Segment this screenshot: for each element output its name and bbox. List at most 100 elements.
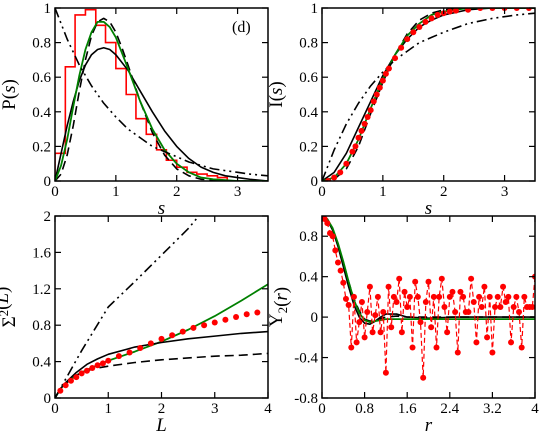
data-point [374, 293, 381, 300]
y-axis-label: Σ2(L) [0, 287, 20, 328]
data-point [332, 247, 339, 254]
data-point [190, 324, 197, 331]
data-point [331, 174, 338, 181]
x-tick-label: 0.8 [355, 401, 374, 417]
y-tick-label: 0.6 [32, 70, 51, 86]
data-point [398, 44, 405, 51]
plot-area [55, 216, 268, 398]
data-point [385, 65, 392, 72]
data-point [502, 298, 509, 305]
data-point [510, 304, 517, 310]
data-point [78, 370, 85, 377]
data-point [233, 314, 240, 321]
data-point [497, 304, 504, 310]
data-point [382, 369, 389, 376]
data-point [99, 360, 106, 367]
data-point [126, 349, 133, 356]
data-point [348, 344, 355, 351]
data-point [337, 169, 344, 176]
data-point [385, 283, 392, 290]
x-tick-label: 1.6 [398, 401, 417, 417]
data-point [367, 107, 374, 114]
data-point [343, 160, 350, 167]
series-3-line [322, 216, 535, 324]
data-point [83, 367, 90, 374]
data-point [486, 293, 493, 300]
x-tick-label: 0 [51, 184, 59, 200]
data-point [481, 283, 488, 290]
data-point [454, 349, 461, 356]
data-point [420, 374, 427, 381]
data-point [201, 322, 208, 329]
data-point [94, 362, 101, 369]
data-point [404, 36, 411, 43]
data-point [422, 18, 429, 25]
data-point [349, 148, 356, 155]
series-5-markers [57, 309, 261, 394]
data-point [404, 304, 411, 310]
data-point [500, 283, 507, 290]
data-point [337, 267, 344, 274]
y-tick-label: 0 [311, 310, 319, 326]
x-tick-label: 0 [51, 401, 59, 417]
y-tick-label: 0.2 [32, 139, 51, 155]
data-point [390, 293, 397, 300]
data-point [465, 8, 472, 13]
x-tick-label: 3 [234, 184, 242, 200]
data-point [444, 329, 451, 336]
x-tick-label: 1 [105, 401, 113, 417]
data-point [416, 24, 423, 31]
data-point [457, 288, 464, 295]
series-4-line [322, 12, 535, 181]
panel-tag: (d) [232, 19, 251, 36]
data-point [358, 298, 365, 305]
x-axis-label: s [158, 198, 165, 219]
data-point [529, 304, 535, 310]
data-point [401, 288, 408, 295]
data-point [382, 70, 389, 77]
data-point [433, 344, 440, 351]
data-point [334, 259, 341, 266]
series-5-markers [325, 8, 532, 181]
data-point [345, 301, 352, 308]
y-tick-label: 0.2 [299, 139, 318, 155]
data-point [446, 293, 453, 300]
series-4-line [322, 216, 535, 378]
x-tick-label: 4 [531, 401, 539, 417]
y-tick-label: 1.6 [32, 245, 51, 261]
y-tick-label: 1.2 [32, 282, 51, 298]
data-point [115, 353, 122, 360]
data-point [370, 98, 377, 105]
y-tick-label: 0.4 [32, 105, 51, 121]
data-point [342, 295, 349, 302]
y-tick-label: 0.8 [299, 36, 318, 52]
series-4-markers [322, 216, 535, 381]
data-point [62, 382, 69, 389]
data-point [372, 312, 379, 319]
data-point [508, 339, 515, 346]
y-tick-label: 1 [311, 1, 319, 17]
x-tick-label: 4 [264, 401, 272, 417]
data-point [364, 113, 371, 120]
data-point [392, 55, 399, 62]
data-point [412, 278, 419, 285]
x-tick-label: 0 [318, 401, 326, 417]
data-point [422, 298, 429, 305]
data-point [430, 293, 437, 300]
data-point [492, 304, 499, 310]
data-point [57, 387, 64, 394]
data-point [179, 328, 186, 335]
data-point [211, 319, 218, 326]
x-axis-label: s [425, 198, 432, 219]
data-point [158, 335, 165, 342]
data-point [361, 334, 368, 341]
data-point [489, 349, 496, 356]
series-1-line [55, 46, 268, 181]
data-point [243, 311, 250, 318]
data-point [222, 316, 229, 323]
data-point [494, 293, 501, 300]
y-tick-label: 0 [311, 174, 319, 190]
data-point [366, 283, 373, 290]
data-point [254, 309, 261, 316]
